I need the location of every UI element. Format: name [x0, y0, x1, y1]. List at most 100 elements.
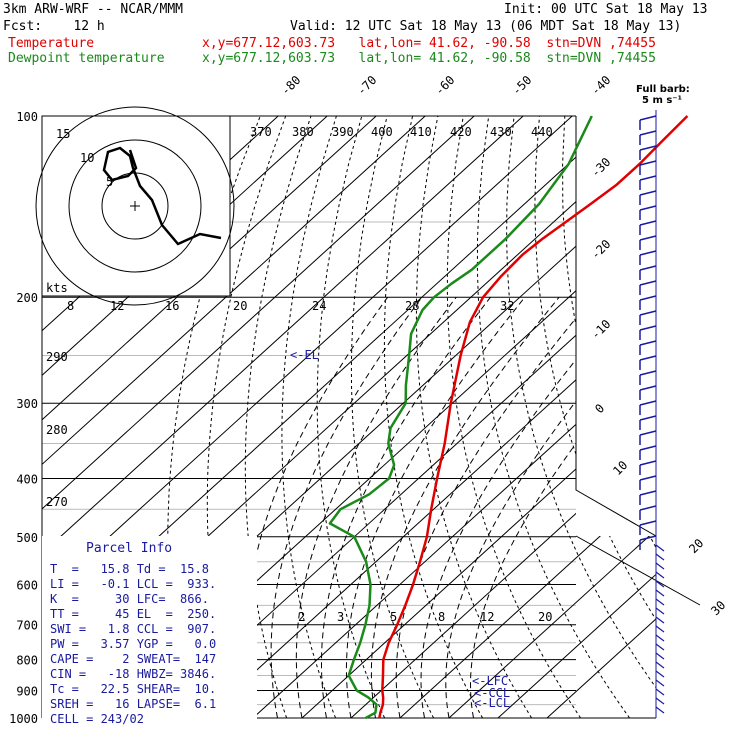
parcel-row: TT = 45 EL = 250. [50, 607, 216, 621]
wind-barb [639, 535, 657, 541]
wind-barb [639, 370, 657, 376]
wind-barb [639, 340, 657, 346]
lfc-marker: <-LFC [472, 674, 508, 688]
mixing-ratio-label: 12 [110, 299, 124, 313]
dewpoint-location: x,y=677.12,603.73 lat,lon= 41.62, -90.58… [202, 51, 656, 66]
isotherm-label: -80 [278, 73, 303, 98]
mixing-ratio-label: 2 [298, 610, 305, 624]
pressure-label-300: 300 [16, 397, 38, 411]
parcel-row: CAPE = 2 SWEAT= 147 [50, 652, 216, 666]
temperature-legend: Temperature [8, 36, 95, 51]
isotherm-label: -70 [354, 73, 379, 98]
wind-barb [639, 400, 657, 406]
isotherm [42, 116, 426, 466]
wind-barb [655, 643, 665, 651]
dry-adiabat [281, 116, 337, 719]
wind-barb [655, 571, 665, 579]
wind-barb [639, 295, 657, 301]
isotherm [399, 484, 656, 719]
mixing-ratio-label: 28 [405, 299, 419, 313]
moist-adiabat [395, 296, 594, 719]
wind-barb [655, 616, 665, 624]
wind-barb [639, 130, 657, 136]
wind-barb [655, 634, 665, 642]
wind-barb [639, 280, 657, 286]
wind-barb [655, 562, 665, 570]
wind-barb [655, 661, 665, 669]
wind-barb [655, 589, 665, 597]
barb-legend-title: Full barb: [636, 84, 690, 95]
wind-barb [639, 310, 657, 316]
isotherm-label: -50 [509, 73, 534, 98]
wind-barb [639, 430, 657, 436]
hodograph-ring-15: 15 [56, 127, 70, 141]
wind-barb [639, 475, 657, 481]
wind-barb [639, 235, 657, 241]
dry-adiabat [383, 116, 484, 719]
wind-barb [655, 706, 665, 714]
dry-adiabat [244, 116, 312, 719]
pressure-label-700: 700 [16, 619, 38, 633]
pressure-label-500: 500 [16, 531, 38, 545]
isotherm [497, 573, 656, 719]
wind-barb [639, 325, 657, 331]
theta-label: 290 [46, 350, 68, 364]
mixing-ratio-label: 20 [538, 610, 552, 624]
mixing-ratio-label: 12 [480, 610, 494, 624]
dry-adiabat [446, 116, 582, 719]
wind-barb [639, 145, 657, 151]
dry-adiabat [476, 116, 631, 719]
wind-barb [639, 175, 657, 181]
pressure-label-600: 600 [16, 578, 38, 592]
moist-adiabat [370, 296, 560, 719]
pressure-label-1000: 1000 [9, 712, 38, 726]
forecast-hour: Fcst: 12 h [3, 19, 105, 34]
wind-barb [639, 250, 657, 256]
isotherm [448, 529, 656, 719]
wind-barb [639, 265, 657, 271]
wind-barb [639, 460, 657, 466]
parcel-row: T = 15.8 Td = 15.8 [50, 562, 209, 576]
theta-label: 280 [46, 423, 68, 437]
hodograph: 15 10 5 kts [35, 106, 235, 306]
hodograph-units: kts [46, 281, 68, 295]
isotherm [203, 306, 656, 719]
isotherm-label: -40 [588, 73, 613, 98]
valid-time: Valid: 12 UTC Sat 18 May 13 (06 MDT Sat … [290, 19, 682, 34]
hodograph-trace [102, 146, 222, 246]
isotherm [350, 440, 656, 719]
model-title: 3km ARW-WRF -- NCAR/MMM [3, 2, 184, 17]
hodograph-ring-5: 5 [106, 175, 113, 189]
pressure-label-200: 200 [16, 291, 38, 305]
wind-barbs [639, 110, 665, 718]
wind-barb [655, 670, 665, 678]
mixing-ratio-label: 24 [312, 299, 326, 313]
parcel-row: PW = 3.57 YGP = 0.0 [50, 637, 216, 651]
wind-barb [639, 115, 657, 121]
mixing-ratio-label: 5 [390, 610, 397, 624]
mixing-ratio-label: 20 [233, 299, 247, 313]
el-marker: <-EL [290, 348, 319, 362]
moist-adiabat [445, 303, 656, 719]
wind-barb [639, 205, 657, 211]
wind-barb [655, 607, 665, 615]
wind-barb [655, 544, 665, 552]
mixing-ratio-label: 16 [165, 299, 179, 313]
pressure-label-800: 800 [16, 654, 38, 668]
theta-label: 370 [250, 125, 272, 139]
wind-barb [655, 652, 665, 660]
parcel-row: CELL = 243/02 [50, 712, 144, 726]
wind-barb [639, 220, 657, 226]
wind-barb [655, 679, 665, 687]
wind-barb [639, 160, 657, 166]
barb-legend-value: 5 m s⁻¹ [642, 95, 682, 106]
theta-label: 420 [450, 125, 472, 139]
wind-barb [639, 385, 657, 391]
theta-label: 400 [371, 125, 393, 139]
wind-barb [639, 355, 657, 361]
isotherm [42, 116, 377, 421]
init-time: Init: 00 UTC Sat 18 May 13 [504, 2, 708, 17]
mixing-ratio-label: 8 [438, 610, 445, 624]
hodograph-ring-10: 10 [80, 151, 94, 165]
